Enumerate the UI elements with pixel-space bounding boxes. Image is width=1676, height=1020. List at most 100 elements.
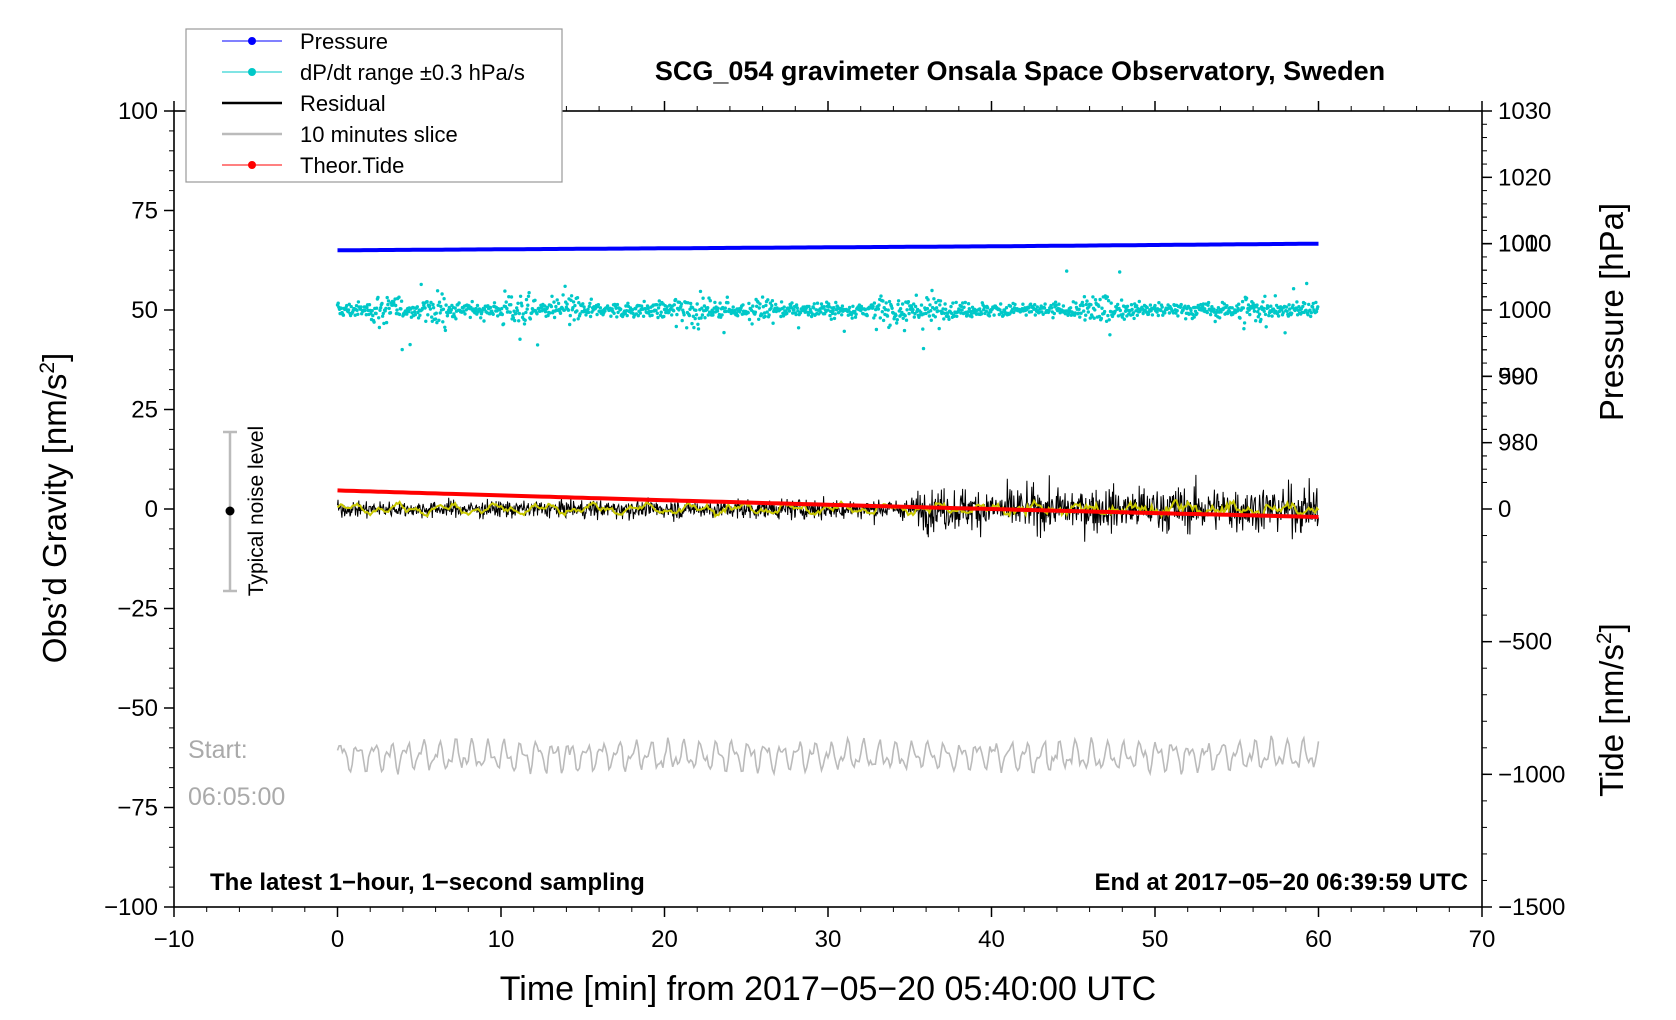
dpdt-point	[662, 314, 666, 319]
dpdt-point	[878, 316, 882, 320]
dpdt-point	[1255, 303, 1259, 307]
dpdt-point	[1305, 281, 1309, 286]
y-tick-label: −100	[104, 894, 158, 921]
dpdt-point	[426, 313, 430, 317]
dpdt-point	[523, 318, 527, 322]
dpdt-point	[359, 305, 363, 309]
dpdt-point	[445, 314, 450, 318]
dpdt-point	[1131, 311, 1136, 315]
dpdt-point	[649, 309, 654, 314]
dpdt-point	[736, 314, 740, 318]
dpdt-point	[1061, 304, 1066, 308]
dpdt-point	[1206, 303, 1210, 307]
dpdt-point	[568, 313, 572, 318]
x-tick-label: 70	[1469, 926, 1496, 953]
dpdt-point	[690, 321, 694, 326]
dpdt-point	[1291, 287, 1296, 291]
dpdt-point	[509, 303, 513, 307]
dpdt-point	[636, 314, 640, 318]
dpdt-point	[795, 306, 799, 310]
dpdt-point	[639, 304, 644, 308]
dpdt-point	[1281, 311, 1285, 315]
dpdt-point	[850, 316, 854, 320]
dpdt-point	[873, 313, 877, 317]
legend-label-pressure: Pressure	[300, 29, 388, 54]
dpdt-point	[1303, 301, 1307, 306]
dpdt-point	[488, 312, 492, 316]
dpdt-point	[851, 304, 855, 308]
dpdt-point	[399, 307, 403, 311]
dpdt-point	[673, 297, 678, 302]
dpdt-point	[831, 308, 835, 313]
dpdt-point	[425, 300, 429, 304]
dpdt-point	[1167, 311, 1172, 315]
dpdt-point	[1301, 304, 1305, 309]
dpdt-point	[708, 299, 712, 303]
dpdt-point	[840, 304, 845, 308]
dpdt-point	[1118, 270, 1122, 274]
dpdt-point	[812, 302, 816, 306]
dpdt-point	[514, 311, 518, 316]
dpdt-point	[384, 320, 389, 325]
dpdt-point	[1082, 309, 1086, 313]
series-pressure	[337, 241, 1319, 253]
dpdt-point	[1304, 308, 1308, 312]
dpdt-point	[1219, 310, 1223, 314]
dpdt-point	[1270, 314, 1274, 318]
dpdt-point	[355, 308, 359, 312]
dpdt-point	[770, 299, 775, 303]
legend: Pressure dP/dt range ±0.3 hPa/s Residual…	[185, 28, 563, 183]
dpdt-point	[692, 325, 696, 330]
dpdt-point	[569, 298, 573, 302]
dpdt-point	[926, 298, 930, 302]
dpdt-point	[674, 324, 678, 329]
dpdt-point	[1121, 312, 1125, 316]
dpdt-point	[415, 305, 419, 309]
dpdt-point	[562, 308, 567, 312]
dpdt-point	[828, 313, 832, 318]
dpdt-point	[1242, 327, 1246, 331]
dpdt-point	[1257, 307, 1261, 311]
dpdt-point	[1252, 309, 1257, 313]
dpdt-point	[615, 315, 619, 319]
dpdt-point	[720, 313, 724, 317]
dpdt-point	[1251, 301, 1255, 305]
dpdt-point	[834, 308, 839, 312]
dpdt-point	[1136, 307, 1140, 311]
dpdt-point	[829, 317, 833, 321]
dpdt-point	[518, 294, 523, 298]
dpdt-point	[1053, 300, 1058, 304]
dpdt-point	[645, 304, 650, 308]
dpdt-point	[491, 312, 495, 316]
dpdt-point	[586, 307, 590, 311]
dpdt-point	[847, 305, 852, 310]
dpdt-point	[1078, 315, 1082, 319]
dpdt-point	[810, 312, 814, 316]
dpdt-point	[382, 321, 386, 326]
legend-box	[185, 28, 563, 183]
dpdt-point	[1263, 312, 1268, 317]
dpdt-point	[1092, 316, 1096, 320]
noise-bar-center-dot	[225, 506, 235, 516]
dpdt-point	[1311, 301, 1316, 306]
dpdt-point	[1021, 302, 1025, 306]
dpdt-point	[1002, 308, 1007, 312]
dpdt-point	[1314, 309, 1319, 314]
y-tick-label: 100	[118, 98, 158, 125]
dpdt-point	[900, 302, 905, 306]
dpdt-point	[1106, 299, 1111, 303]
series-layer	[335, 241, 1320, 777]
dpdt-point	[921, 327, 925, 331]
dpdt-point	[395, 308, 399, 312]
dpdt-point	[561, 293, 565, 297]
dpdt-point	[785, 311, 789, 316]
dpdt-point	[474, 306, 478, 311]
dpdt-point	[886, 308, 890, 312]
dpdt-point	[782, 305, 786, 309]
dpdt-point	[1276, 314, 1281, 318]
dpdt-point	[1125, 304, 1130, 308]
dpdt-point	[694, 313, 699, 317]
pressure-tick-label: 1010	[1498, 231, 1551, 258]
dpdt-point	[874, 327, 879, 332]
dpdt-point	[771, 321, 775, 325]
